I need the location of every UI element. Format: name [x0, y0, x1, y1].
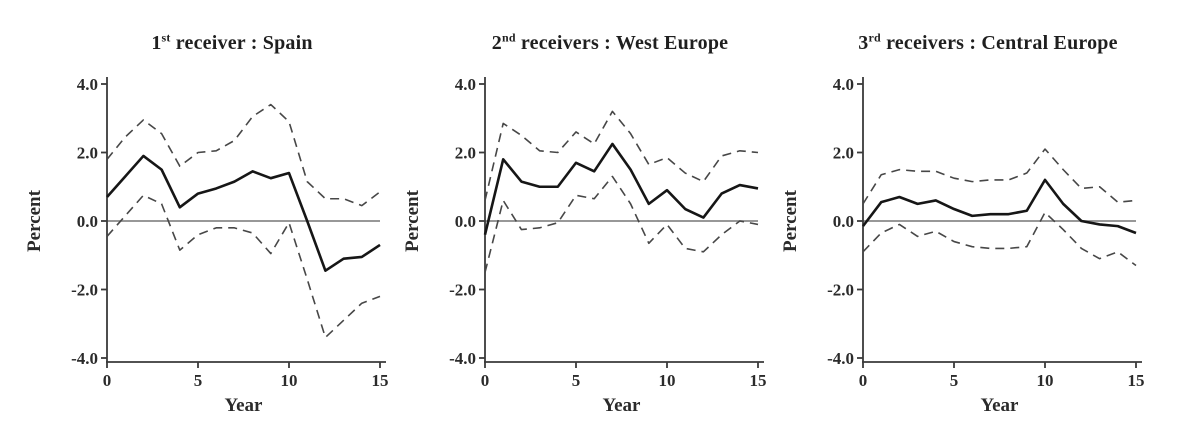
panels-row: 1st receiver : Spain 4.0 2.0 0.0 -2.0 -4.0 0 5… [22, 14, 1156, 434]
y-tick-label: -2.0 [827, 281, 854, 300]
chart-title-spain: 1st receiver : Spain [82, 30, 382, 60]
chart-central-europe: 4.0 2.0 0.0 -2.0 -4.0 0 5 10 15 Year Percent [780, 75, 1145, 416]
series-upper-band-line [106, 103, 381, 207]
panel-spain: 1st receiver : Spain 4.0 2.0 0.0 -2.0 -4.0 0 5… [22, 14, 400, 434]
y-tick-label: 4.0 [833, 75, 854, 94]
series-lower-band-line [484, 175, 759, 273]
x-tick-label: 0 [859, 371, 868, 390]
x-tick-label: 10 [1037, 371, 1054, 390]
title-ordinal: nd [501, 30, 516, 45]
x-tick-label: 15 [750, 371, 767, 390]
y-tick-label: -4.0 [71, 349, 98, 368]
y-tick-label: 0.0 [833, 212, 854, 231]
y-axis-label: Percent [780, 189, 801, 252]
x-tick-label: 5 [950, 371, 959, 390]
series-estimate-line [483, 142, 759, 236]
series-upper-band-line [862, 148, 1137, 205]
panel-west-europe: 2nd receivers : West Europe 4.0 2.0 0.0 -2.… [400, 14, 778, 434]
y-axis-label: Percent [402, 189, 423, 252]
chart-title-west-europe: 2nd receivers : West Europe [460, 30, 760, 60]
y-tick-label: 2.0 [833, 144, 854, 163]
series-lower-band-line [862, 211, 1137, 267]
y-tick-label: -2.0 [71, 281, 98, 300]
y-tick-label: 4.0 [77, 75, 98, 94]
y-tick-label: 0.0 [455, 212, 476, 231]
series-estimate-line [861, 178, 1137, 235]
y-tick-label: -2.0 [449, 281, 476, 300]
panel-central-europe: 3rd receivers : Central Europe 4.0 2.0 0.0… [778, 14, 1156, 434]
y-tick-label: -4.0 [449, 349, 476, 368]
chart-title-central-europe: 3rd receivers : Central Europe [838, 30, 1138, 60]
title-text: receiver : Spain [170, 32, 313, 54]
x-tick-label: 10 [659, 371, 676, 390]
series-upper-band-line [484, 110, 759, 201]
x-tick-label: 15 [372, 371, 389, 390]
y-tick-label: 0.0 [77, 212, 98, 231]
chart-west-europe: 4.0 2.0 0.0 -2.0 -4.0 0 5 10 15 Year Percent [402, 75, 767, 416]
title-text: receivers : West Europe [515, 32, 729, 54]
x-tick-label: 15 [1128, 371, 1145, 390]
y-tick-label: 4.0 [455, 75, 476, 94]
x-tick-label: 0 [481, 371, 490, 390]
series-lower-band-line [106, 194, 381, 339]
x-tick-label: 5 [194, 371, 203, 390]
title-ordinal: rd [868, 30, 881, 45]
x-tick-label: 5 [572, 371, 581, 390]
title-number: 2 [491, 32, 502, 54]
y-tick-label: 2.0 [77, 144, 98, 163]
title-ordinal: st [161, 30, 171, 45]
title-number: 1 [151, 32, 162, 54]
x-axis-label: Year [603, 395, 642, 416]
x-tick-label: 0 [103, 371, 112, 390]
title-number: 3 [858, 32, 869, 54]
y-tick-label: -4.0 [827, 349, 854, 368]
chart-spain: 4.0 2.0 0.0 -2.0 -4.0 0 5 10 15 Year Percent [24, 75, 389, 416]
y-tick-label: 2.0 [455, 144, 476, 163]
title-text: receivers : Central Europe [880, 32, 1118, 54]
series-estimate-line [106, 154, 381, 272]
x-axis-label: Year [981, 395, 1020, 416]
y-axis-label: Percent [24, 189, 45, 252]
x-axis-label: Year [225, 395, 264, 416]
x-tick-label: 10 [281, 371, 298, 390]
